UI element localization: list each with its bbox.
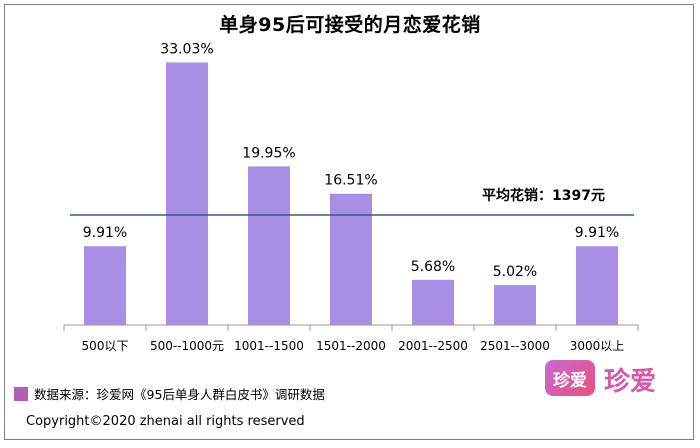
- bar-6: [494, 285, 536, 325]
- value-label-1: 9.91%: [83, 225, 127, 241]
- average-label: 平均花销：1397元: [482, 188, 605, 204]
- x-tick-label-3: 1001--1500: [234, 339, 304, 353]
- x-tick-label-6: 2501--3000: [480, 339, 550, 353]
- source-text: 数据来源：珍爱网《95后单身人群白皮书》调研数据: [34, 387, 325, 402]
- bar-7: [576, 246, 618, 325]
- x-tick-label-2: 500--1000元: [150, 339, 224, 353]
- zhenai-logo-text: 珍爱: [604, 367, 657, 397]
- value-label-4: 16.51%: [324, 173, 377, 189]
- x-tick-label-7: 3000以上: [570, 339, 625, 353]
- chart-frame: [4, 4, 694, 440]
- value-label-2: 33.03%: [160, 41, 213, 57]
- value-label-5: 5.68%: [411, 259, 455, 275]
- x-tick-label-5: 2001--2500: [398, 339, 468, 353]
- x-tick-label-4: 1501--2000: [316, 339, 386, 353]
- bar-3: [248, 166, 290, 325]
- chart-title: 单身95后可接受的月恋爱花销: [219, 14, 481, 36]
- value-label-7: 9.91%: [575, 225, 619, 241]
- bar-2: [166, 62, 208, 325]
- bar-5: [412, 279, 454, 325]
- value-label-6: 5.02%: [493, 264, 537, 280]
- zhenai-logo-icon: 珍爱: [545, 360, 595, 396]
- data-source: 数据来源：珍爱网《95后单身人群白皮书》调研数据: [14, 384, 325, 403]
- bar-4: [330, 193, 372, 325]
- source-swatch: [14, 386, 28, 401]
- copyright: Copyright©2020 zhenai all rights reserve…: [26, 414, 305, 429]
- bar-1: [84, 246, 126, 325]
- x-tick-label-1: 500以下: [82, 339, 129, 353]
- value-label-3: 19.95%: [242, 145, 295, 161]
